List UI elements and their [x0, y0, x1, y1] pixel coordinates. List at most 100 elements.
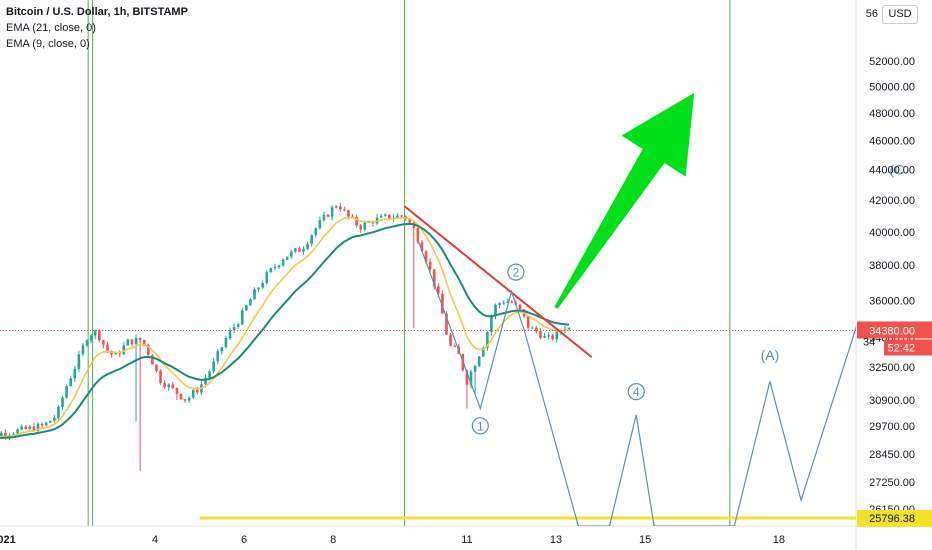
ema21-legend: EMA (21, close, 0) — [6, 22, 96, 34]
wave-label-circle — [471, 417, 489, 435]
candle-body — [57, 406, 60, 418]
last-price-under-label: 34 — [863, 336, 875, 348]
candle-body — [28, 426, 32, 429]
candle-body — [85, 340, 89, 346]
candle-body — [510, 301, 514, 303]
candle-body — [400, 215, 403, 217]
candle-body — [318, 220, 322, 229]
candle-body — [196, 390, 199, 393]
candle-body — [388, 214, 391, 220]
candle-body — [355, 217, 358, 226]
price-tick-label-partial: 56 — [866, 8, 878, 20]
candle-body — [44, 422, 48, 426]
wave-label: 2 — [513, 266, 520, 280]
candle-body — [551, 335, 554, 340]
candle-body — [65, 386, 68, 398]
candle-body — [130, 339, 134, 345]
price-tick-label: 42000.00 — [869, 195, 915, 207]
candle-body — [338, 206, 342, 210]
candle-body — [191, 390, 195, 398]
candle-body — [36, 423, 40, 432]
last-price-label: 34380.00 — [869, 325, 915, 337]
candle-body — [183, 399, 187, 401]
candle-body — [322, 214, 326, 221]
currency-button[interactable]: USD — [882, 5, 918, 24]
candle-body — [449, 334, 452, 346]
candle-body — [363, 222, 367, 230]
candle-body — [20, 426, 23, 430]
price-tick-label: 52000.00 — [869, 56, 915, 68]
candle-body — [567, 328, 571, 330]
candle-body — [473, 365, 477, 372]
candle-body — [465, 370, 469, 385]
candle-body — [490, 316, 493, 333]
candle-body — [555, 331, 559, 340]
candle-body — [77, 354, 81, 369]
candle-body — [102, 340, 105, 345]
price-tick-label: 36000.00 — [869, 295, 915, 307]
candle-body — [249, 299, 252, 306]
candle-body — [334, 206, 338, 208]
candle-body — [518, 304, 522, 310]
candle-body — [445, 313, 448, 335]
candle-body — [314, 228, 318, 236]
candle-body — [228, 330, 232, 339]
candle-body — [253, 289, 256, 300]
candle-body — [383, 214, 387, 216]
candle-body — [547, 335, 550, 337]
wave-label: 4 — [633, 385, 640, 399]
time-tick-label: 6 — [241, 534, 247, 546]
price-tick-label: 50000.00 — [869, 81, 915, 93]
price-tick-label: 38000.00 — [869, 260, 915, 272]
candle-body — [187, 397, 191, 401]
candle-body — [273, 267, 277, 269]
candle-body — [543, 335, 546, 338]
candle-body — [224, 338, 228, 348]
countdown-label: 52:42 — [887, 342, 915, 354]
candle-body — [32, 426, 36, 432]
candle-body — [294, 248, 297, 252]
descending-trendline — [403, 205, 593, 358]
candle-body — [424, 251, 428, 263]
price-tick-label: 29700.00 — [869, 421, 915, 433]
candle-body — [502, 302, 505, 304]
price-tick-label: 44000.00 — [869, 165, 915, 177]
candle-body — [138, 337, 142, 340]
candle-body — [81, 345, 85, 355]
candles-group — [0, 202, 571, 472]
candle-body — [257, 287, 260, 290]
wave-label: 1 — [477, 419, 484, 433]
candle-body — [306, 243, 309, 249]
candle-body — [159, 370, 162, 384]
candle-body — [506, 301, 510, 303]
support-price-label: 25796.38 — [869, 513, 915, 525]
candle-body — [175, 387, 179, 394]
candle-body — [428, 262, 432, 270]
candle-body — [147, 344, 150, 355]
candle-body — [269, 268, 273, 273]
candle-body — [289, 251, 293, 257]
chart-legend: Bitcoin / U.S. Dollar, 1h, BITSTAMP EMA … — [6, 4, 188, 52]
wave-label: (C — [890, 162, 905, 178]
candle-body — [114, 353, 117, 355]
candle-body — [432, 269, 436, 287]
price-tick-label: 48000.00 — [869, 108, 915, 120]
candle-body — [298, 248, 301, 252]
candle-body — [486, 332, 489, 348]
candle-body — [343, 209, 346, 211]
candle-body — [48, 420, 52, 423]
candle-body — [171, 384, 175, 388]
candle-body — [61, 397, 64, 407]
price-tick-label: 27250.00 — [869, 477, 915, 489]
candle-body — [134, 337, 138, 345]
candle-body — [481, 347, 485, 357]
time-tick-label: 8 — [330, 534, 336, 546]
price-tick-label: 32500.00 — [869, 362, 915, 374]
candle-body — [98, 330, 101, 341]
candle-body — [326, 214, 330, 217]
candle-body — [240, 310, 244, 325]
price-tick-label: 46000.00 — [869, 136, 915, 148]
price-tick-label: 40000.00 — [869, 227, 915, 239]
